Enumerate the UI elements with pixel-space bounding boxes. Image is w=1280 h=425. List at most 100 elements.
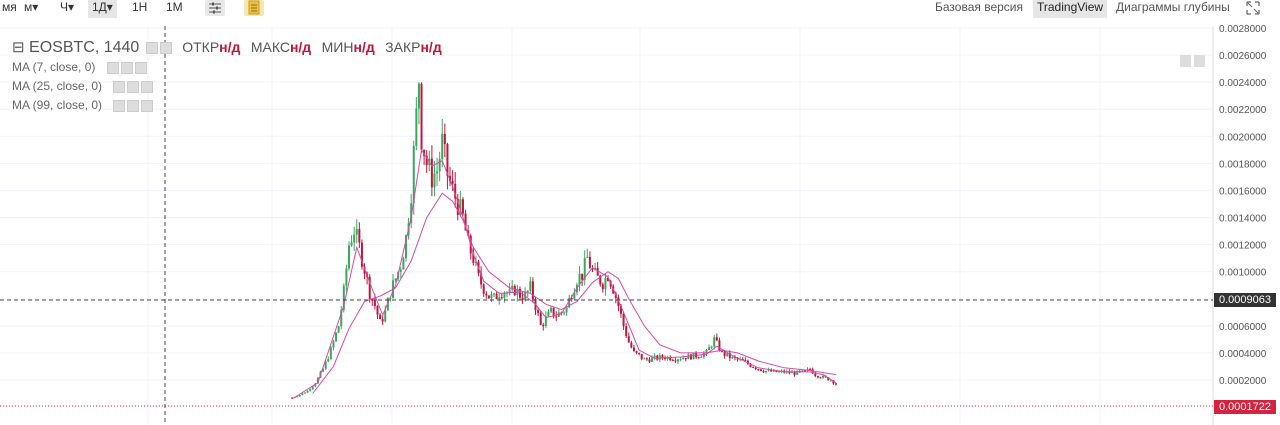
candle-body [604,277,607,290]
high-label: МАКС [250,39,290,55]
candle-body [731,356,734,359]
low-label: МИН [321,39,354,55]
candle-body [384,310,387,322]
candle-body [373,299,376,307]
candle-body [778,371,781,373]
sliders-icon[interactable] [205,0,225,16]
candle-body [412,145,415,204]
candle-body [565,307,568,313]
toolbar: мя м▾ Ч▾ 1Д▾ 1Н 1М Базовая версия Tradin… [0,0,1280,18]
expand-icon[interactable] [1243,0,1263,16]
candle-body [451,180,454,184]
ma25-close-icon[interactable] [141,80,154,93]
basic-version-tab[interactable]: Базовая версия [935,0,1023,14]
candle-body [705,350,708,354]
candle-body [417,83,420,109]
candle-body [630,342,633,348]
candle-body [443,133,446,145]
candle-body [619,306,622,314]
candle-body [814,373,817,377]
candle-body [539,313,542,325]
interval-minutes-dropdown[interactable]: мя [2,0,17,14]
ma99-gear-icon[interactable] [127,99,140,112]
last-price-tag: 0.0001722 [1214,400,1276,414]
candle-body [461,199,464,214]
depth-chart-tab[interactable]: Диаграммы глубины [1116,0,1230,14]
ma25-eye-icon[interactable] [113,80,126,93]
interval-1m-button[interactable]: 1М [166,0,183,14]
sliders-icon-graphic [209,2,221,14]
candle-body [526,290,529,293]
candle-body [303,392,306,394]
ma25-gear-icon[interactable] [127,80,140,93]
candle-body [627,336,630,343]
candle-body [679,359,682,361]
candle-body [493,293,496,295]
candle-body [570,298,573,300]
candle-body [765,370,768,373]
candle-body [827,377,830,381]
candle-body [394,278,397,281]
candle-body [490,294,493,299]
ma7-label: MA (7, close, 0) [12,60,96,74]
candle-body [480,273,483,285]
candle-body [588,256,591,269]
candle-body [404,235,407,259]
candle-body [632,347,635,352]
candle-body [754,367,757,370]
candle-body [710,346,713,348]
interval-1w-button[interactable]: 1Н [132,0,148,14]
candle-body [291,397,293,399]
candle-body [441,133,444,160]
chart-scale-buttons [1180,54,1208,72]
candle-body [529,281,532,291]
candle-body [638,352,641,355]
candle-body [329,347,332,360]
candle-body [635,351,638,353]
scale-down-icon[interactable] [1180,55,1191,67]
candle-body [500,297,503,299]
candle-body [671,360,674,362]
crosshair-price-tag: 0.0009063 [1214,293,1276,307]
interval-m-dropdown[interactable]: м▾ [24,0,39,14]
ma99-eye-icon[interactable] [113,99,126,112]
ma7-eye-icon[interactable] [106,61,119,74]
candle-body [306,390,309,393]
price-tick-label: 0.0024000 [1219,78,1267,89]
candle-body [459,199,462,215]
ma7-close-icon[interactable] [134,61,147,74]
candle-body [345,268,348,286]
candle-body [583,257,586,280]
candle-body [822,375,825,378]
candle-body [456,198,459,215]
candle-body [803,370,806,372]
candle-body [482,284,485,294]
candle-body [472,253,475,263]
candle-body [643,358,646,360]
ma99-close-icon[interactable] [141,99,154,112]
ma7-gear-icon[interactable] [120,61,133,74]
candle-body [360,242,363,267]
price-tick-label: 0.0018000 [1219,159,1267,170]
interval-hours-dropdown[interactable]: Ч▾ [60,0,75,14]
symbol-gear-icon[interactable] [159,41,172,54]
collapse-icon[interactable]: ⊟ [12,39,25,56]
candle-body [723,350,726,356]
scale-up-icon[interactable] [1194,55,1205,67]
symbol-title: EOSBTC, 1440 [29,39,140,56]
candle-body [513,285,516,296]
low-value: н/д [353,39,375,55]
candle-body [311,386,314,390]
candle-body [347,245,350,269]
candle-body [617,297,620,307]
symbol-settings-icon[interactable] [145,41,158,54]
price-tick-label: 0.0022000 [1219,105,1267,116]
candle-body [487,295,490,299]
tradingview-tab[interactable]: TradingView [1033,0,1108,18]
ma7-legend: MA (7, close, 0) [12,60,147,74]
interval-1d-dropdown[interactable]: 1Д▾ [88,0,117,18]
notes-icon[interactable] [244,0,264,16]
candle-body [669,356,672,361]
candle-body [423,149,426,156]
